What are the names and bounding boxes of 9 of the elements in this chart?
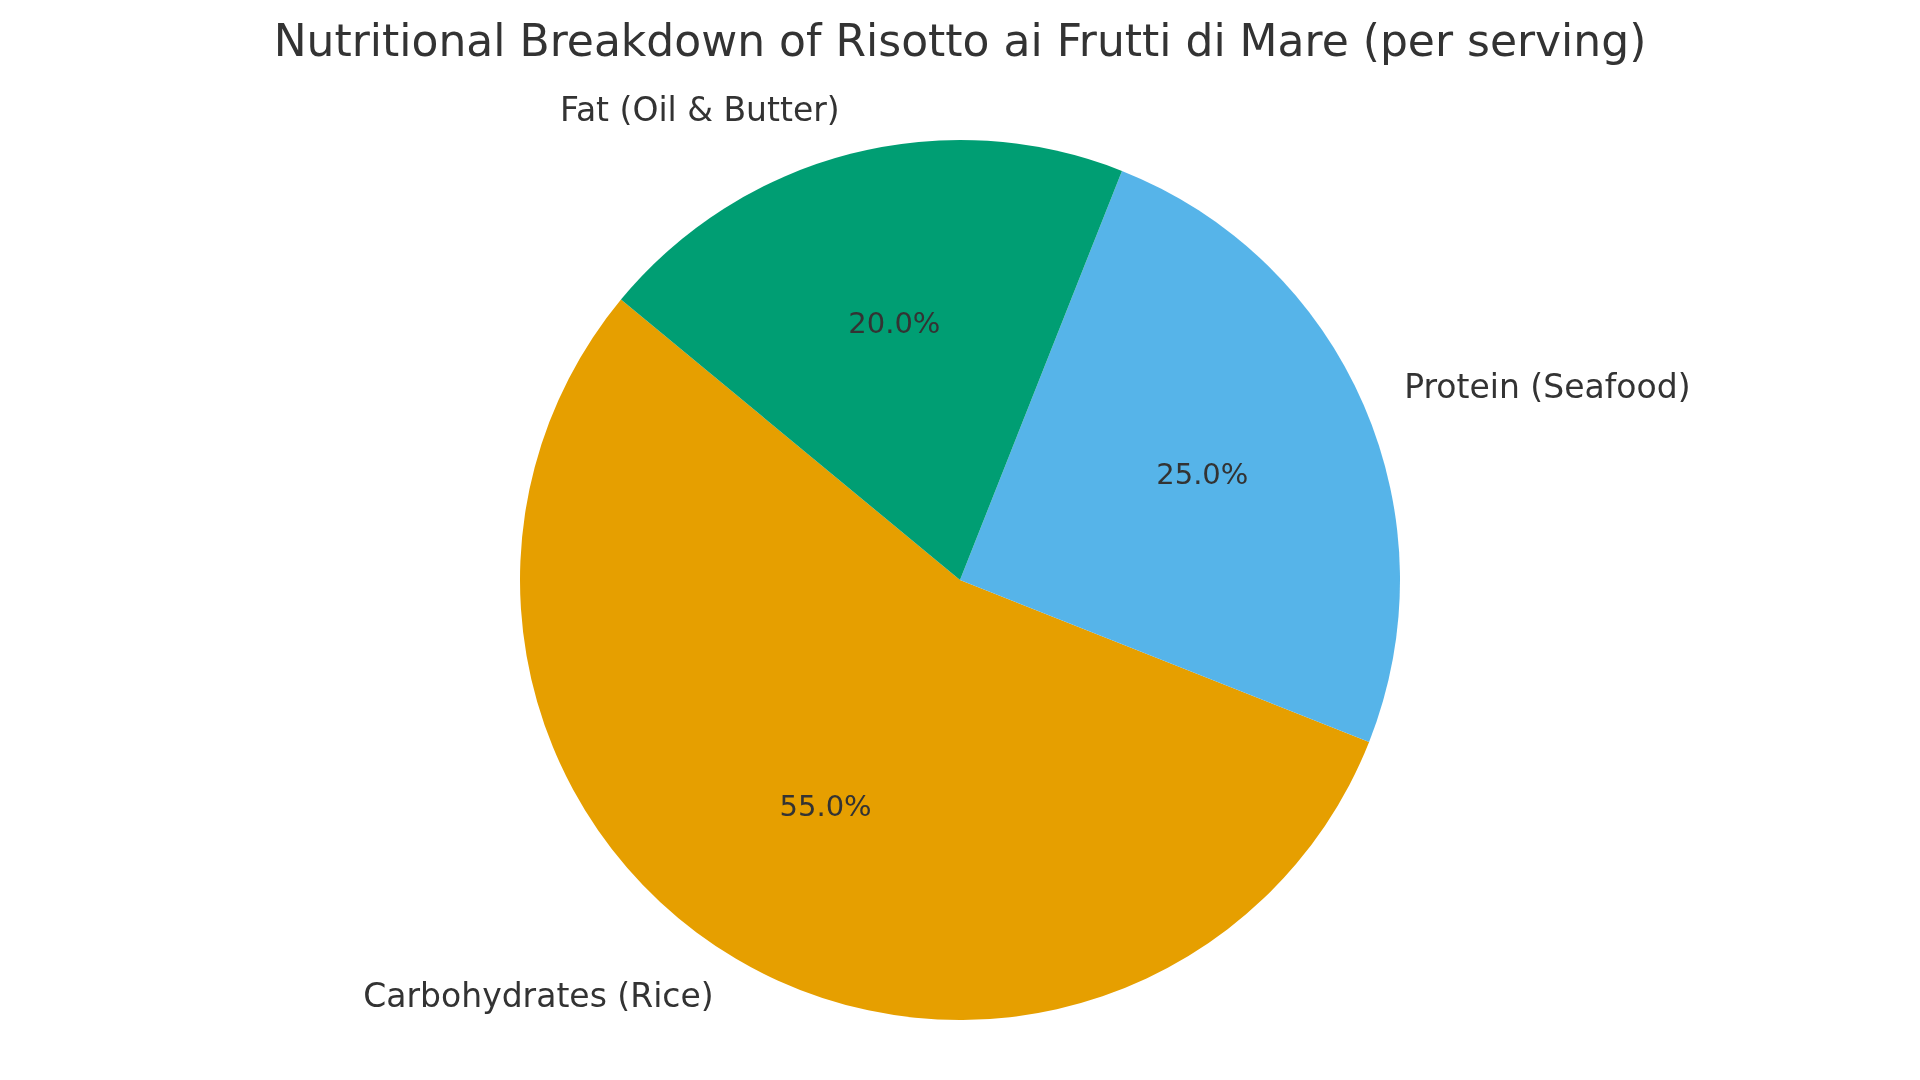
data-label: 25.0% xyxy=(1156,457,1249,492)
pie-slice xyxy=(960,170,1400,742)
pie-slice xyxy=(620,140,1122,580)
slice-label: Carbohydrates (Rice) xyxy=(363,975,714,1015)
data-label: 55.0% xyxy=(779,789,872,824)
slice-label: Protein (Seafood) xyxy=(1404,366,1691,406)
chart-title: Nutritional Breakdown of Risotto ai Frutti di Mare (per serving) xyxy=(273,15,1647,67)
data-label: 20.0% xyxy=(848,306,941,341)
slice-label: Fat (Oil & Butter) xyxy=(559,90,840,130)
